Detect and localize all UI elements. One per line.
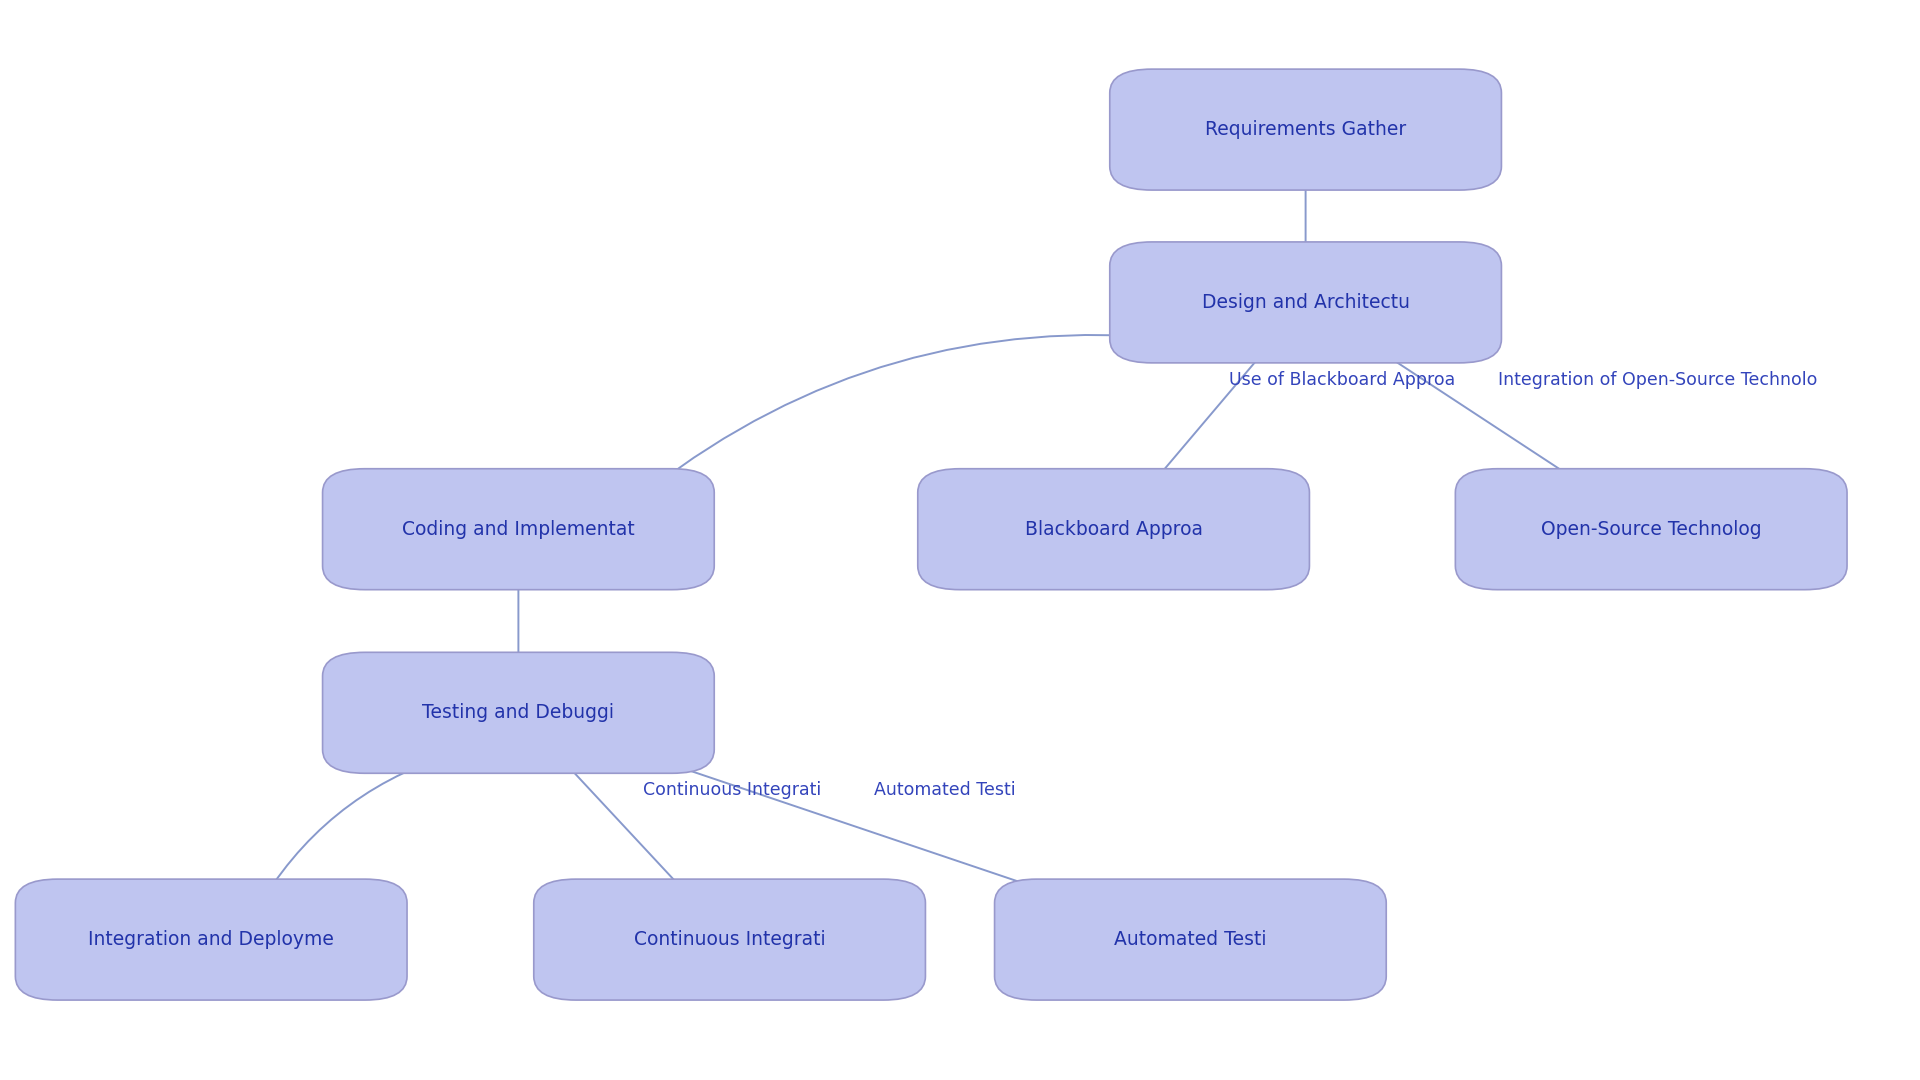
Text: Continuous Integrati: Continuous Integrati — [643, 781, 822, 799]
FancyBboxPatch shape — [323, 652, 714, 773]
Text: Integration of Open-Source Technolo: Integration of Open-Source Technolo — [1498, 370, 1816, 389]
FancyBboxPatch shape — [1455, 469, 1847, 590]
Text: Automated Testi: Automated Testi — [1114, 930, 1267, 949]
FancyBboxPatch shape — [1110, 242, 1501, 363]
Text: Open-Source Technolog: Open-Source Technolog — [1542, 519, 1761, 539]
Text: Coding and Implementat: Coding and Implementat — [401, 519, 636, 539]
Text: Testing and Debuggi: Testing and Debuggi — [422, 703, 614, 723]
Text: Use of Blackboard Approa: Use of Blackboard Approa — [1229, 370, 1455, 389]
FancyBboxPatch shape — [534, 879, 925, 1000]
Text: Continuous Integrati: Continuous Integrati — [634, 930, 826, 949]
FancyBboxPatch shape — [995, 879, 1386, 1000]
Text: Blackboard Approa: Blackboard Approa — [1025, 519, 1202, 539]
Text: Integration and Deployme: Integration and Deployme — [88, 930, 334, 949]
Text: Automated Testi: Automated Testi — [874, 781, 1016, 799]
Text: Requirements Gather: Requirements Gather — [1206, 120, 1405, 139]
FancyBboxPatch shape — [1110, 69, 1501, 190]
FancyBboxPatch shape — [918, 469, 1309, 590]
FancyBboxPatch shape — [323, 469, 714, 590]
FancyBboxPatch shape — [15, 879, 407, 1000]
Text: Design and Architectu: Design and Architectu — [1202, 293, 1409, 312]
